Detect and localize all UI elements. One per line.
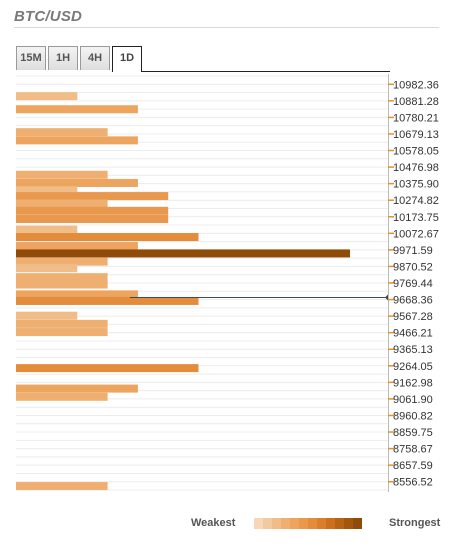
tab-1h[interactable]: 1H [48, 46, 78, 70]
legend-strongest-label: Strongest [389, 517, 441, 529]
legend-swatch [344, 518, 353, 529]
level-bar [16, 178, 138, 187]
price-tick-label: 8556.52 [393, 477, 433, 489]
timeframe-tabs: 15M 1H 4H 1D [16, 46, 144, 72]
level-bar [16, 225, 78, 234]
legend-swatch [254, 518, 263, 529]
legend-swatch [272, 518, 281, 529]
price-tick-label: 9668.36 [393, 295, 433, 307]
legend-swatch [317, 518, 326, 529]
level-bar [16, 290, 138, 299]
level-bar [16, 249, 350, 258]
price-tick-label: 8758.67 [393, 444, 433, 456]
price-tick-label: 10476.98 [393, 162, 439, 174]
price-tick-label: 9466.21 [393, 328, 433, 340]
legend-swatch [326, 518, 335, 529]
price-tick-label: 10274.82 [393, 195, 439, 207]
level-bar [16, 92, 78, 101]
legend-swatch [281, 518, 290, 529]
level-bar [16, 242, 138, 251]
tab-baseline [141, 71, 390, 72]
price-tick-label: 10173.75 [393, 212, 439, 224]
price-tick-label: 10679.13 [393, 129, 439, 141]
legend-swatch [263, 518, 272, 529]
level-bar [16, 128, 108, 137]
level-bar [16, 215, 169, 224]
level-bar [16, 136, 138, 145]
strength-legend: Weakest Strongest [0, 512, 449, 532]
level-bar [16, 392, 108, 401]
level-bar [16, 233, 199, 242]
price-tick-label: 10375.90 [393, 179, 439, 191]
legend-swatch [299, 518, 308, 529]
price-tick-label: 8657.59 [393, 460, 433, 472]
chart-title: BTC/USD [14, 8, 83, 25]
price-tick-label: 8960.82 [393, 410, 433, 422]
level-bar [16, 199, 108, 208]
legend-weakest-label: Weakest [191, 517, 236, 529]
price-tick-label: 9162.98 [393, 377, 433, 389]
level-bar [16, 384, 138, 393]
level-bar [16, 192, 169, 201]
tab-15m[interactable]: 15M [16, 46, 46, 70]
price-tick-label: 9769.44 [393, 278, 433, 290]
legend-color-scale [254, 518, 362, 529]
confluence-chart: 10982.36 10881.28 10780.21 10679.13 10578.05… [16, 74, 439, 492]
level-bar [16, 482, 108, 491]
level-bar [16, 105, 138, 114]
price-tick-label: 10780.21 [393, 112, 439, 124]
level-bar [16, 264, 78, 273]
legend-swatch [335, 518, 344, 529]
level-bar [16, 311, 78, 320]
level-bar [16, 328, 108, 337]
level-bar [16, 273, 108, 282]
price-tick-label: 8859.75 [393, 427, 433, 439]
level-bar [16, 186, 78, 195]
legend-swatch [353, 518, 362, 529]
level-bar [16, 280, 108, 289]
price-tick-label: 9870.52 [393, 261, 433, 273]
level-bar [16, 319, 108, 328]
legend-swatch [290, 518, 299, 529]
price-tick-label: 9971.59 [393, 245, 433, 257]
price-tick-label: 10578.05 [393, 146, 439, 158]
level-bar [16, 296, 199, 305]
tab-4h[interactable]: 4H [80, 46, 110, 70]
price-tick-label: 10982.36 [393, 79, 439, 91]
title-divider [14, 27, 439, 28]
tab-1d[interactable]: 1D [112, 46, 142, 72]
price-tick-label: 9567.28 [393, 311, 433, 323]
price-tick-label: 9061.90 [393, 394, 433, 406]
level-bar [16, 206, 169, 215]
legend-swatch [308, 518, 317, 529]
level-bar [16, 170, 108, 179]
price-tick-label: 9365.13 [393, 344, 433, 356]
price-tick-label: 9264.05 [393, 361, 433, 373]
price-tick-label: 10072.67 [393, 228, 439, 240]
level-bar [16, 364, 199, 373]
level-bar [16, 257, 108, 266]
price-tick-label: 10881.28 [393, 96, 439, 108]
